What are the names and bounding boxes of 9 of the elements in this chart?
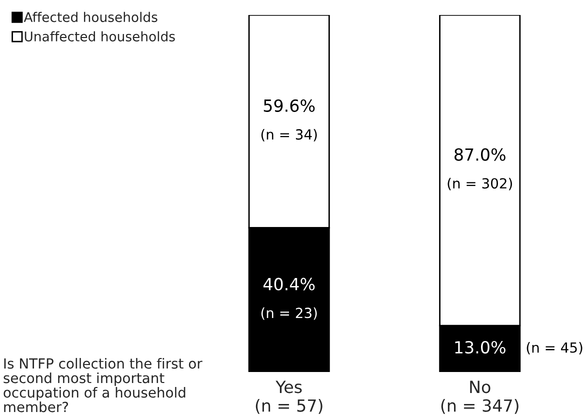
legend-label: Affected households [24,12,158,22]
data-label: 59.6% (n = 34) [261,99,317,142]
x-axis-title: Is NTFP collection the first or second most important occupation of a household member? [4,358,202,412]
data-label: 40.4% (n = 23) [261,278,317,320]
x-tick-label: No (n = 347) [441,380,518,414]
x-tick-label: Yes (n = 57) [256,380,322,414]
text: 13.0% (n = 45) [455,340,582,354]
legend-label: Unaffected households [24,31,175,42]
data-label: 87.0% (n = 302) [448,148,512,190]
